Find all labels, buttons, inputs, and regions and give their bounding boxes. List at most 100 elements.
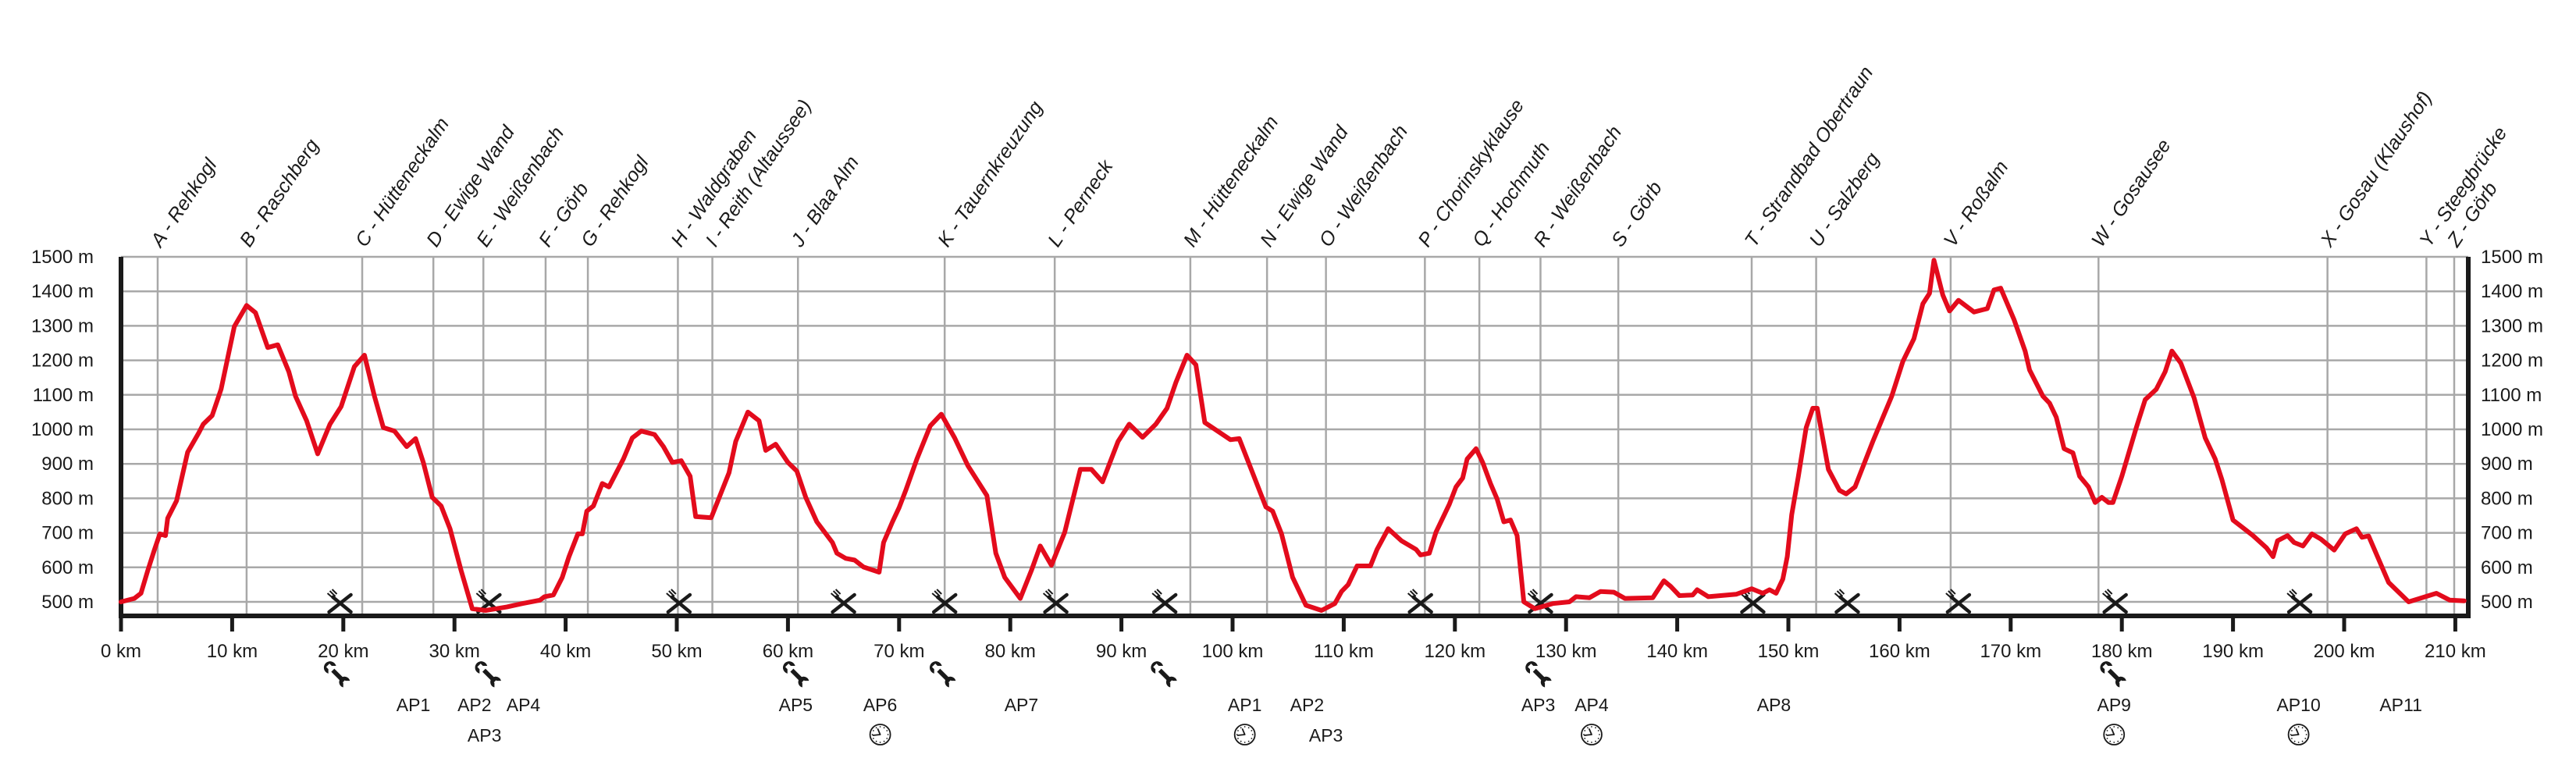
clock-mark: [1240, 740, 1242, 742]
clock-mark: [2113, 726, 2115, 728]
axes: [119, 257, 2471, 632]
y-tick-label-right: 1000 m: [2481, 419, 2543, 440]
y-tick-label-left: 700 m: [41, 523, 94, 544]
aid-station-label: AP6: [863, 695, 897, 715]
fork-tines-shape: [326, 589, 338, 600]
waypoint-label: G - Rehkogl: [577, 151, 654, 251]
x-tick-label: 150 km: [1758, 641, 1820, 662]
clock-mark: [2291, 738, 2293, 739]
y-tick-label-left: 1100 m: [33, 385, 94, 406]
clock-mark: [2109, 740, 2112, 742]
clock-mark: [2106, 730, 2108, 731]
clock-mark: [1251, 730, 1253, 731]
waypoint-label: S - Görb: [1607, 177, 1667, 251]
x-tick-label: 210 km: [2425, 641, 2486, 662]
y-tick-labels: 500 m 500 m 600 m 600 m 700 m 700 m 800 m 800 m…: [31, 247, 2543, 613]
wrench-head-shape: [1525, 661, 1538, 674]
clock-mark: [2113, 742, 2115, 743]
clock-mark: [1587, 727, 1589, 729]
clock-mark: [1584, 738, 1586, 739]
wrench-tail-shape: [1540, 676, 1552, 688]
food-icons: [326, 589, 2313, 614]
fork-knife-icon: [1151, 589, 1178, 614]
clock-mark: [1591, 742, 1592, 743]
waypoint-labels: A - Rehkogl B - Raschberg C - Hütteneckalm…: [146, 62, 2512, 252]
wrench-icon: [929, 661, 956, 688]
clock-mark: [1247, 740, 1250, 742]
clock-mark: [886, 730, 888, 731]
fork-knife-icon: [326, 589, 353, 614]
clock-icon: [2287, 724, 2310, 745]
y-tick-label-left: 1200 m: [31, 350, 94, 372]
clock-mark: [879, 742, 881, 743]
clock-mark: [2120, 738, 2122, 739]
clock-mark: [2109, 727, 2112, 729]
fork-knife-icon: [1407, 589, 1433, 614]
clock-mark: [2301, 740, 2304, 742]
fork-tines-shape: [475, 589, 487, 600]
wrench-icon: [323, 661, 350, 688]
x-tick-label: 130 km: [1535, 641, 1597, 662]
clock-mark: [1237, 730, 1239, 731]
fork-handle-shape: [1949, 595, 1972, 614]
y-tick-label-right: 1500 m: [2481, 247, 2543, 268]
fork-tines-shape: [1151, 589, 1162, 600]
fork-knife-icon: [931, 589, 958, 614]
fork-handle-shape: [834, 595, 856, 614]
y-tick-label-right: 700 m: [2481, 523, 2533, 544]
clock-mark: [1244, 726, 1246, 728]
fork-handle-shape: [670, 595, 692, 614]
clock-mark: [1240, 727, 1242, 729]
clock-mark: [1597, 730, 1599, 731]
clock-icon: [2103, 724, 2126, 745]
fork-tines-shape: [2101, 589, 2113, 600]
fork-knife-icon: [2286, 589, 2313, 614]
y-tick-label-left: 500 m: [41, 592, 94, 613]
fork-handle-shape: [1838, 595, 1860, 614]
fork-tines-shape: [2286, 589, 2297, 600]
fork-handle-shape: [2290, 595, 2313, 614]
fork-tines-shape: [931, 589, 942, 600]
clock-mark: [2301, 727, 2304, 729]
aid-station-label: AP11: [2379, 695, 2422, 715]
clock-mark: [1591, 726, 1592, 728]
waypoint-label: L - Perneck: [1044, 155, 1118, 251]
y-tick-label-right: 600 m: [2481, 557, 2533, 578]
wrench-head-shape: [2100, 661, 2113, 674]
grid: [121, 255, 2468, 603]
aid-station-label: AP8: [1757, 695, 1791, 715]
wrench-handle-shape: [482, 668, 497, 683]
y-tick-label-left: 800 m: [41, 488, 94, 509]
clock-mark: [1244, 742, 1246, 743]
x-tick-label: 200 km: [2314, 641, 2375, 662]
clock-mark: [1247, 727, 1250, 729]
clock-mark: [1599, 734, 1600, 735]
x-tick-label: 100 km: [1202, 641, 1264, 662]
fork-knife-icon: [2101, 589, 2128, 614]
aid-station-label: AP1: [1228, 695, 1261, 715]
y-tick-label-right: 900 m: [2481, 454, 2533, 475]
fork-tines-shape: [1042, 589, 1054, 600]
aid-station-label: AP9: [2097, 695, 2130, 715]
clock-mark: [2293, 740, 2296, 742]
y-tick-label-right: 1100 m: [2481, 385, 2542, 406]
waypoint-label: B - Raschberg: [236, 135, 324, 251]
wrench-icon: [1525, 661, 1552, 688]
fork-tines-shape: [1527, 589, 1539, 600]
clock-hands: [1584, 728, 1592, 736]
y-tick-label-left: 1400 m: [31, 281, 94, 302]
aid-station-label: AP10: [2276, 695, 2320, 715]
aid-station-label: AP1: [397, 695, 430, 715]
aid-station-label: AP2: [1290, 695, 1324, 715]
x-tick-label: 180 km: [2091, 641, 2153, 662]
clock-mark: [879, 726, 881, 728]
wrench-head-shape: [1151, 661, 1164, 674]
wrench-tail-shape: [1165, 676, 1177, 688]
y-tick-label-left: 900 m: [41, 454, 94, 475]
waypoint-label: W - Gosausee: [2087, 135, 2176, 251]
clock-icon: [1581, 724, 1603, 745]
x-tick-label: 190 km: [2202, 641, 2264, 662]
clock-mark: [1597, 738, 1599, 739]
x-tick-label: 30 km: [429, 641, 480, 662]
x-tick-label: 170 km: [1980, 641, 2041, 662]
